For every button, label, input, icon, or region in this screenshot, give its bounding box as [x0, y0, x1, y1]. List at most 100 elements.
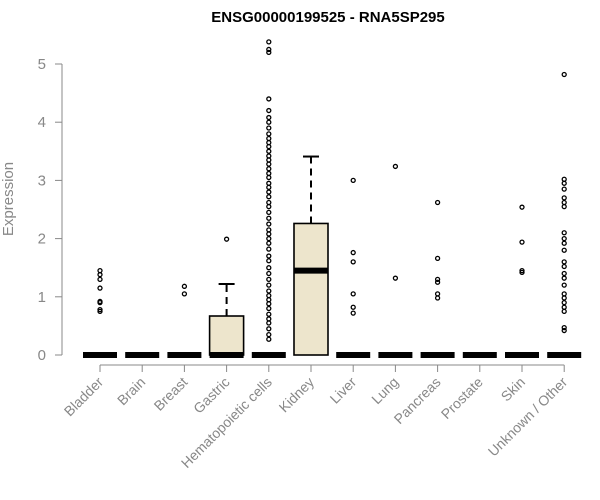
outlier-point — [266, 311, 272, 317]
outlier-point — [434, 279, 441, 285]
box-group — [83, 267, 117, 358]
outlier-point — [561, 299, 567, 306]
outlier-point — [266, 96, 272, 102]
y-tick-label: 3 — [38, 172, 46, 189]
x-tick-label: Brain — [114, 374, 148, 408]
y-axis-label: Expression — [0, 162, 17, 236]
outlier-point — [266, 270, 272, 277]
y-tick-label: 0 — [38, 347, 46, 364]
outlier-point — [266, 235, 272, 242]
outlier-point — [266, 288, 272, 294]
outlier-point — [350, 291, 356, 297]
outlier-point — [266, 170, 272, 177]
outlier-point — [97, 285, 103, 291]
outlier-point — [266, 114, 272, 121]
outlier-point — [561, 71, 567, 78]
box-group — [547, 71, 582, 358]
outlier-point — [266, 194, 272, 200]
box-group — [208, 236, 245, 358]
outlier-point — [561, 304, 567, 310]
outlier-point — [97, 308, 103, 315]
outlier-point — [350, 177, 356, 184]
outlier-point — [266, 166, 272, 172]
outlier-point — [434, 291, 441, 297]
outlier-point — [266, 336, 272, 342]
outlier-point — [561, 176, 567, 182]
box — [208, 315, 245, 356]
outlier-point — [266, 148, 272, 154]
outlier-point — [266, 139, 272, 146]
outlier-point — [561, 199, 567, 206]
outlier-point — [561, 186, 567, 192]
outlier-point — [561, 270, 567, 277]
outlier-point — [266, 174, 272, 181]
outlier-point — [97, 272, 103, 278]
x-tick-label: Liver — [327, 374, 360, 407]
y-tick-label: 5 — [38, 56, 46, 73]
y-tick-label: 4 — [38, 114, 46, 131]
outlier-point — [266, 316, 272, 322]
outlier-point — [266, 157, 272, 163]
outlier-point — [266, 46, 272, 53]
outlier-point — [266, 125, 272, 131]
box-group — [378, 163, 413, 358]
outlier-point — [266, 320, 272, 326]
plot-area — [83, 39, 582, 358]
y-tick-label: 1 — [38, 289, 46, 306]
outlier-point — [266, 276, 272, 282]
outlier-point — [519, 204, 525, 210]
outlier-point — [181, 291, 188, 297]
x-tick-label: Unknown / Other — [485, 374, 571, 460]
outlier-point — [561, 327, 567, 334]
x-tick-label: Breast — [151, 374, 191, 414]
outlier-point — [266, 39, 272, 45]
outlier-point — [97, 267, 103, 274]
outlier-point — [266, 305, 272, 312]
outlier-point — [561, 263, 567, 270]
outlier-point — [266, 153, 272, 159]
outlier-point — [561, 275, 567, 281]
x-tick-label: Lung — [368, 374, 401, 407]
outlier-point — [350, 259, 356, 265]
outlier-point — [561, 324, 567, 331]
box-group — [293, 155, 329, 356]
outlier-point — [266, 199, 272, 206]
outlier-point — [266, 301, 272, 307]
outlier-point — [561, 247, 567, 253]
box-group — [251, 39, 286, 358]
outlier-point — [561, 235, 567, 242]
outlier-point — [97, 298, 103, 305]
outlier-point — [434, 276, 441, 282]
outlier-point — [266, 240, 272, 246]
outlier-point — [266, 131, 272, 137]
outlier-point — [266, 253, 272, 259]
outlier-point — [266, 143, 272, 150]
outlier-point — [266, 292, 272, 299]
x-tick-label: Prostate — [438, 374, 486, 422]
outlier-point — [266, 161, 272, 167]
outlier-point — [266, 189, 272, 195]
box-group — [420, 199, 455, 358]
outlier-point — [561, 203, 567, 210]
outlier-point — [266, 231, 272, 237]
outlier-point — [519, 269, 525, 276]
outlier-point — [266, 119, 272, 125]
outlier-point — [97, 276, 103, 282]
outlier-point — [350, 304, 356, 310]
outlier-point — [266, 265, 272, 271]
outlier-point — [266, 49, 272, 56]
outlier-point — [434, 199, 441, 206]
outlier-point — [266, 107, 272, 114]
outlier-point — [561, 230, 567, 236]
outlier-point — [266, 282, 272, 288]
outlier-point — [392, 275, 399, 281]
chart-title: ENSG00000199525 - RNA5SP295 — [211, 9, 444, 26]
box-group — [505, 204, 539, 358]
outlier-point — [266, 184, 272, 191]
x-tick-label: Skin — [498, 374, 529, 405]
outlier-point — [350, 310, 356, 316]
box-group — [167, 283, 202, 358]
outlier-point — [266, 331, 272, 338]
